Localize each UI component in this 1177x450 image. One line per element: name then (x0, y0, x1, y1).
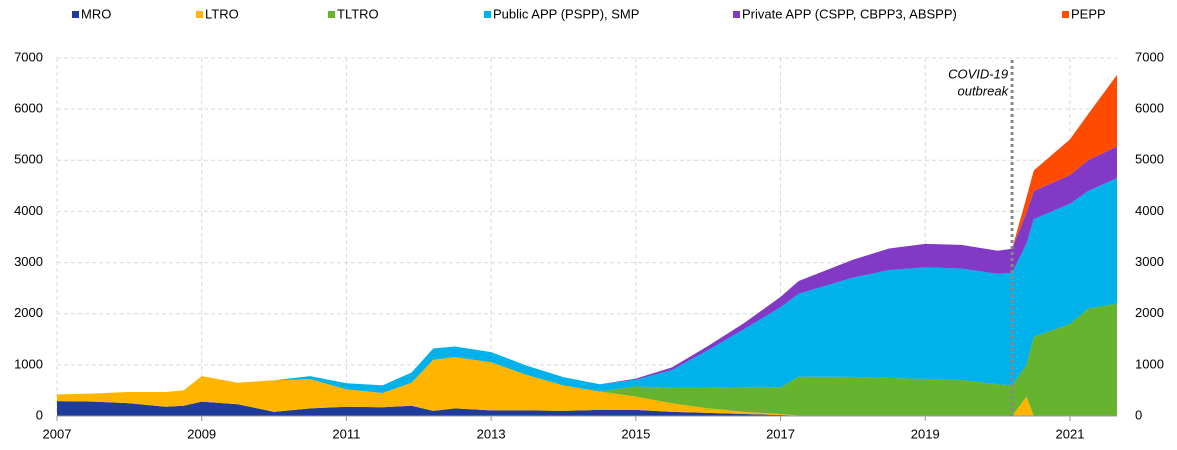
y-tick-label: 6000 (14, 101, 43, 116)
y2-tick-label: 7000 (1135, 49, 1164, 64)
legend-swatch (484, 11, 491, 18)
annotation-text: outbreak (957, 83, 1009, 98)
y2-tick-label: 5000 (1135, 152, 1164, 167)
legend-label: Private APP (CSPP, CBPP3, ABSPP) (742, 6, 957, 21)
legend-label: LTRO (205, 6, 239, 21)
y2-tick-label: 2000 (1135, 305, 1164, 320)
legend-label: MRO (81, 6, 111, 21)
y2-tick-label: 3000 (1135, 254, 1164, 269)
legend-label: PEPP (1071, 6, 1106, 21)
x-tick-label: 2021 (1056, 426, 1085, 441)
y-tick-label: 0 (36, 407, 43, 422)
area (57, 401, 1117, 416)
legend-swatch (328, 11, 335, 18)
area (57, 178, 1117, 395)
legend-swatch (1062, 11, 1069, 18)
area (57, 303, 1117, 416)
y-tick-label: 7000 (14, 49, 43, 64)
x-tick-label: 2009 (187, 426, 216, 441)
area (57, 357, 1117, 416)
annotation-text: COVID-19 (948, 66, 1008, 81)
y2-tick-label: 1000 (1135, 356, 1164, 371)
y-tick-label: 2000 (14, 305, 43, 320)
x-tick-label: 2011 (332, 426, 360, 441)
y-tick-label: 5000 (14, 152, 43, 167)
x-tick-label: 2015 (621, 426, 650, 441)
y2-tick-label: 4000 (1135, 203, 1164, 218)
x-tick-label: 2007 (43, 426, 72, 441)
legend-label: Public APP (PSPP), SMP (493, 6, 639, 21)
y-tick-label: 3000 (14, 254, 43, 269)
legend-swatch (733, 11, 740, 18)
x-tick-label: 2019 (911, 426, 940, 441)
x-tick-label: 2017 (766, 426, 795, 441)
x-tick-label: 2013 (477, 426, 506, 441)
y-tick-label: 1000 (14, 356, 43, 371)
y2-tick-label: 6000 (1135, 101, 1164, 116)
y-tick-label: 4000 (14, 203, 43, 218)
legend-swatch (72, 11, 79, 18)
y2-tick-label: 0 (1135, 407, 1142, 422)
legend-swatch (196, 11, 203, 18)
legend-label: TLTRO (337, 6, 379, 21)
